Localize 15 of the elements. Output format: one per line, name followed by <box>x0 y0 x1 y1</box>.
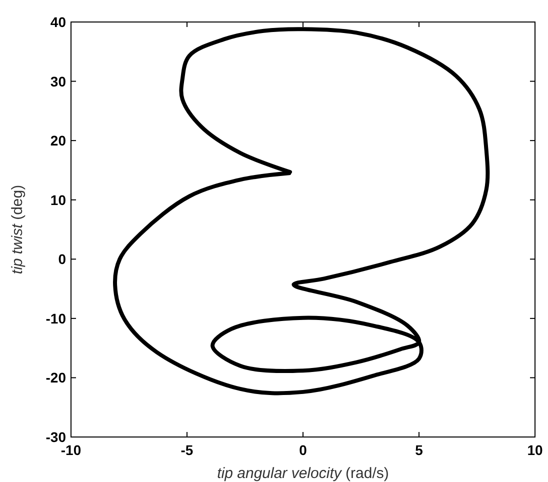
x-tick-label: -10 <box>60 442 82 458</box>
x-tick-label: 10 <box>527 442 543 458</box>
y-tick-label: 0 <box>58 251 66 268</box>
x-tick-label: -5 <box>180 442 194 458</box>
y-tick-label: -30 <box>46 429 66 445</box>
y-tick-label: 20 <box>50 132 66 149</box>
y-tick-label: -20 <box>46 370 66 386</box>
y-axis-title: tip twist (deg) <box>9 184 26 274</box>
x-tick-label: 0 <box>299 442 308 458</box>
x-tick-label: 5 <box>415 442 424 458</box>
x-axis-title: tip angular velocity (rad/s) <box>217 465 389 482</box>
y-tick-label: -10 <box>46 310 66 326</box>
y-tick-label: 30 <box>50 73 66 90</box>
y-tick-label: 40 <box>50 14 66 30</box>
y-tick-label: 10 <box>50 192 66 208</box>
